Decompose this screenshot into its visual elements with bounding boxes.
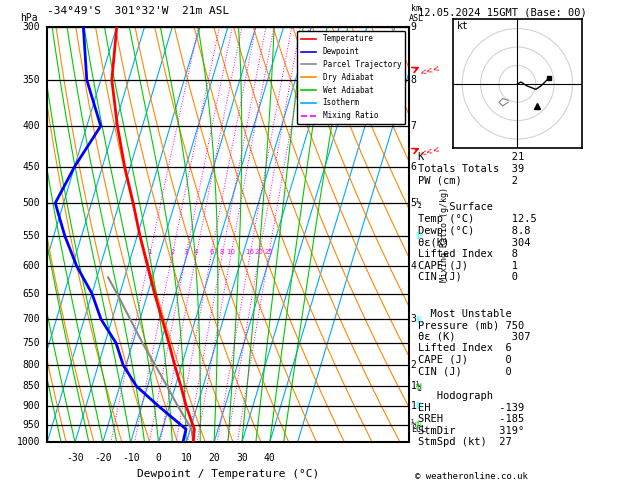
Text: 4: 4 bbox=[411, 261, 416, 271]
Text: Surface
Temp (°C)      12.5
Dewp (°C)      8.8
θε(K)          304
Lifted Index  : Surface Temp (°C) 12.5 Dewp (°C) 8.8 θε(… bbox=[418, 202, 537, 282]
Text: 4: 4 bbox=[194, 249, 199, 255]
Text: -20: -20 bbox=[94, 452, 111, 463]
Text: 16: 16 bbox=[245, 249, 255, 255]
Text: km
ASL: km ASL bbox=[409, 4, 423, 22]
Text: 30: 30 bbox=[236, 452, 248, 463]
Text: 6: 6 bbox=[209, 249, 213, 255]
Text: |||: ||| bbox=[415, 402, 422, 409]
Text: ½: ½ bbox=[411, 419, 416, 430]
Text: 7: 7 bbox=[411, 121, 416, 131]
Text: <<<: <<< bbox=[418, 144, 441, 158]
Text: 1: 1 bbox=[148, 249, 152, 255]
Text: 650: 650 bbox=[22, 289, 40, 298]
Legend: Temperature, Dewpoint, Parcel Trajectory, Dry Adiabat, Wet Adiabat, Isotherm, Mi: Temperature, Dewpoint, Parcel Trajectory… bbox=[298, 31, 405, 124]
Text: 1000: 1000 bbox=[16, 437, 40, 447]
Text: 750: 750 bbox=[22, 338, 40, 348]
Text: 0: 0 bbox=[155, 452, 162, 463]
Text: 40: 40 bbox=[264, 452, 276, 463]
Text: -30: -30 bbox=[66, 452, 84, 463]
Text: 20: 20 bbox=[255, 249, 264, 255]
Text: 10: 10 bbox=[181, 452, 192, 463]
Text: 20: 20 bbox=[208, 452, 220, 463]
Text: Dewpoint / Temperature (°C): Dewpoint / Temperature (°C) bbox=[137, 469, 319, 479]
Text: 800: 800 bbox=[22, 360, 40, 370]
Text: |||: ||| bbox=[415, 316, 422, 323]
Text: -34°49'S  301°32'W  21m ASL: -34°49'S 301°32'W 21m ASL bbox=[47, 6, 230, 17]
Text: 6: 6 bbox=[411, 162, 416, 172]
Text: 550: 550 bbox=[22, 231, 40, 241]
Text: 600: 600 bbox=[22, 261, 40, 271]
Text: 2: 2 bbox=[411, 360, 416, 370]
Text: LCL: LCL bbox=[411, 425, 426, 434]
Text: © weatheronline.co.uk: © weatheronline.co.uk bbox=[415, 472, 528, 481]
Text: 700: 700 bbox=[22, 314, 40, 324]
Text: 3: 3 bbox=[184, 249, 188, 255]
Text: 300: 300 bbox=[22, 22, 40, 32]
Text: 400: 400 bbox=[22, 121, 40, 131]
Text: 25: 25 bbox=[264, 249, 273, 255]
Text: -10: -10 bbox=[122, 452, 140, 463]
Text: 350: 350 bbox=[22, 75, 40, 85]
Text: 950: 950 bbox=[22, 419, 40, 430]
Text: |||: ||| bbox=[415, 232, 422, 240]
Text: Hodograph
EH           -139
SREH         -185
StmDir       319°
StmSpd (kt)  27: Hodograph EH -139 SREH -185 StmDir 319° … bbox=[418, 391, 525, 447]
Text: 9: 9 bbox=[411, 22, 416, 32]
Text: 1½: 1½ bbox=[411, 381, 423, 391]
Text: |||: ||| bbox=[415, 421, 422, 428]
Text: 3: 3 bbox=[411, 314, 416, 324]
Text: 850: 850 bbox=[22, 381, 40, 391]
Text: Most Unstable
Pressure (mb) 750
θε (K)         307
Lifted Index  6
CAPE (J)     : Most Unstable Pressure (mb) 750 θε (K) 3… bbox=[418, 309, 531, 377]
Text: 1: 1 bbox=[411, 401, 416, 411]
Text: 2: 2 bbox=[170, 249, 174, 255]
Text: 5½: 5½ bbox=[411, 198, 423, 208]
Text: <<<: <<< bbox=[418, 63, 441, 77]
Text: 450: 450 bbox=[22, 162, 40, 172]
Text: Mixing Ratio (g/kg): Mixing Ratio (g/kg) bbox=[440, 187, 448, 282]
Text: hPa: hPa bbox=[21, 13, 38, 22]
Text: K              21
Totals Totals  39
PW (cm)        2: K 21 Totals Totals 39 PW (cm) 2 bbox=[418, 152, 525, 185]
Text: 500: 500 bbox=[22, 198, 40, 208]
Text: 900: 900 bbox=[22, 401, 40, 411]
Text: 12.05.2024 15GMT (Base: 00): 12.05.2024 15GMT (Base: 00) bbox=[418, 7, 587, 17]
Text: |||: ||| bbox=[415, 382, 422, 390]
Text: 8: 8 bbox=[411, 75, 416, 85]
Text: 10: 10 bbox=[226, 249, 235, 255]
Text: 8: 8 bbox=[220, 249, 225, 255]
Text: kt: kt bbox=[457, 20, 469, 31]
